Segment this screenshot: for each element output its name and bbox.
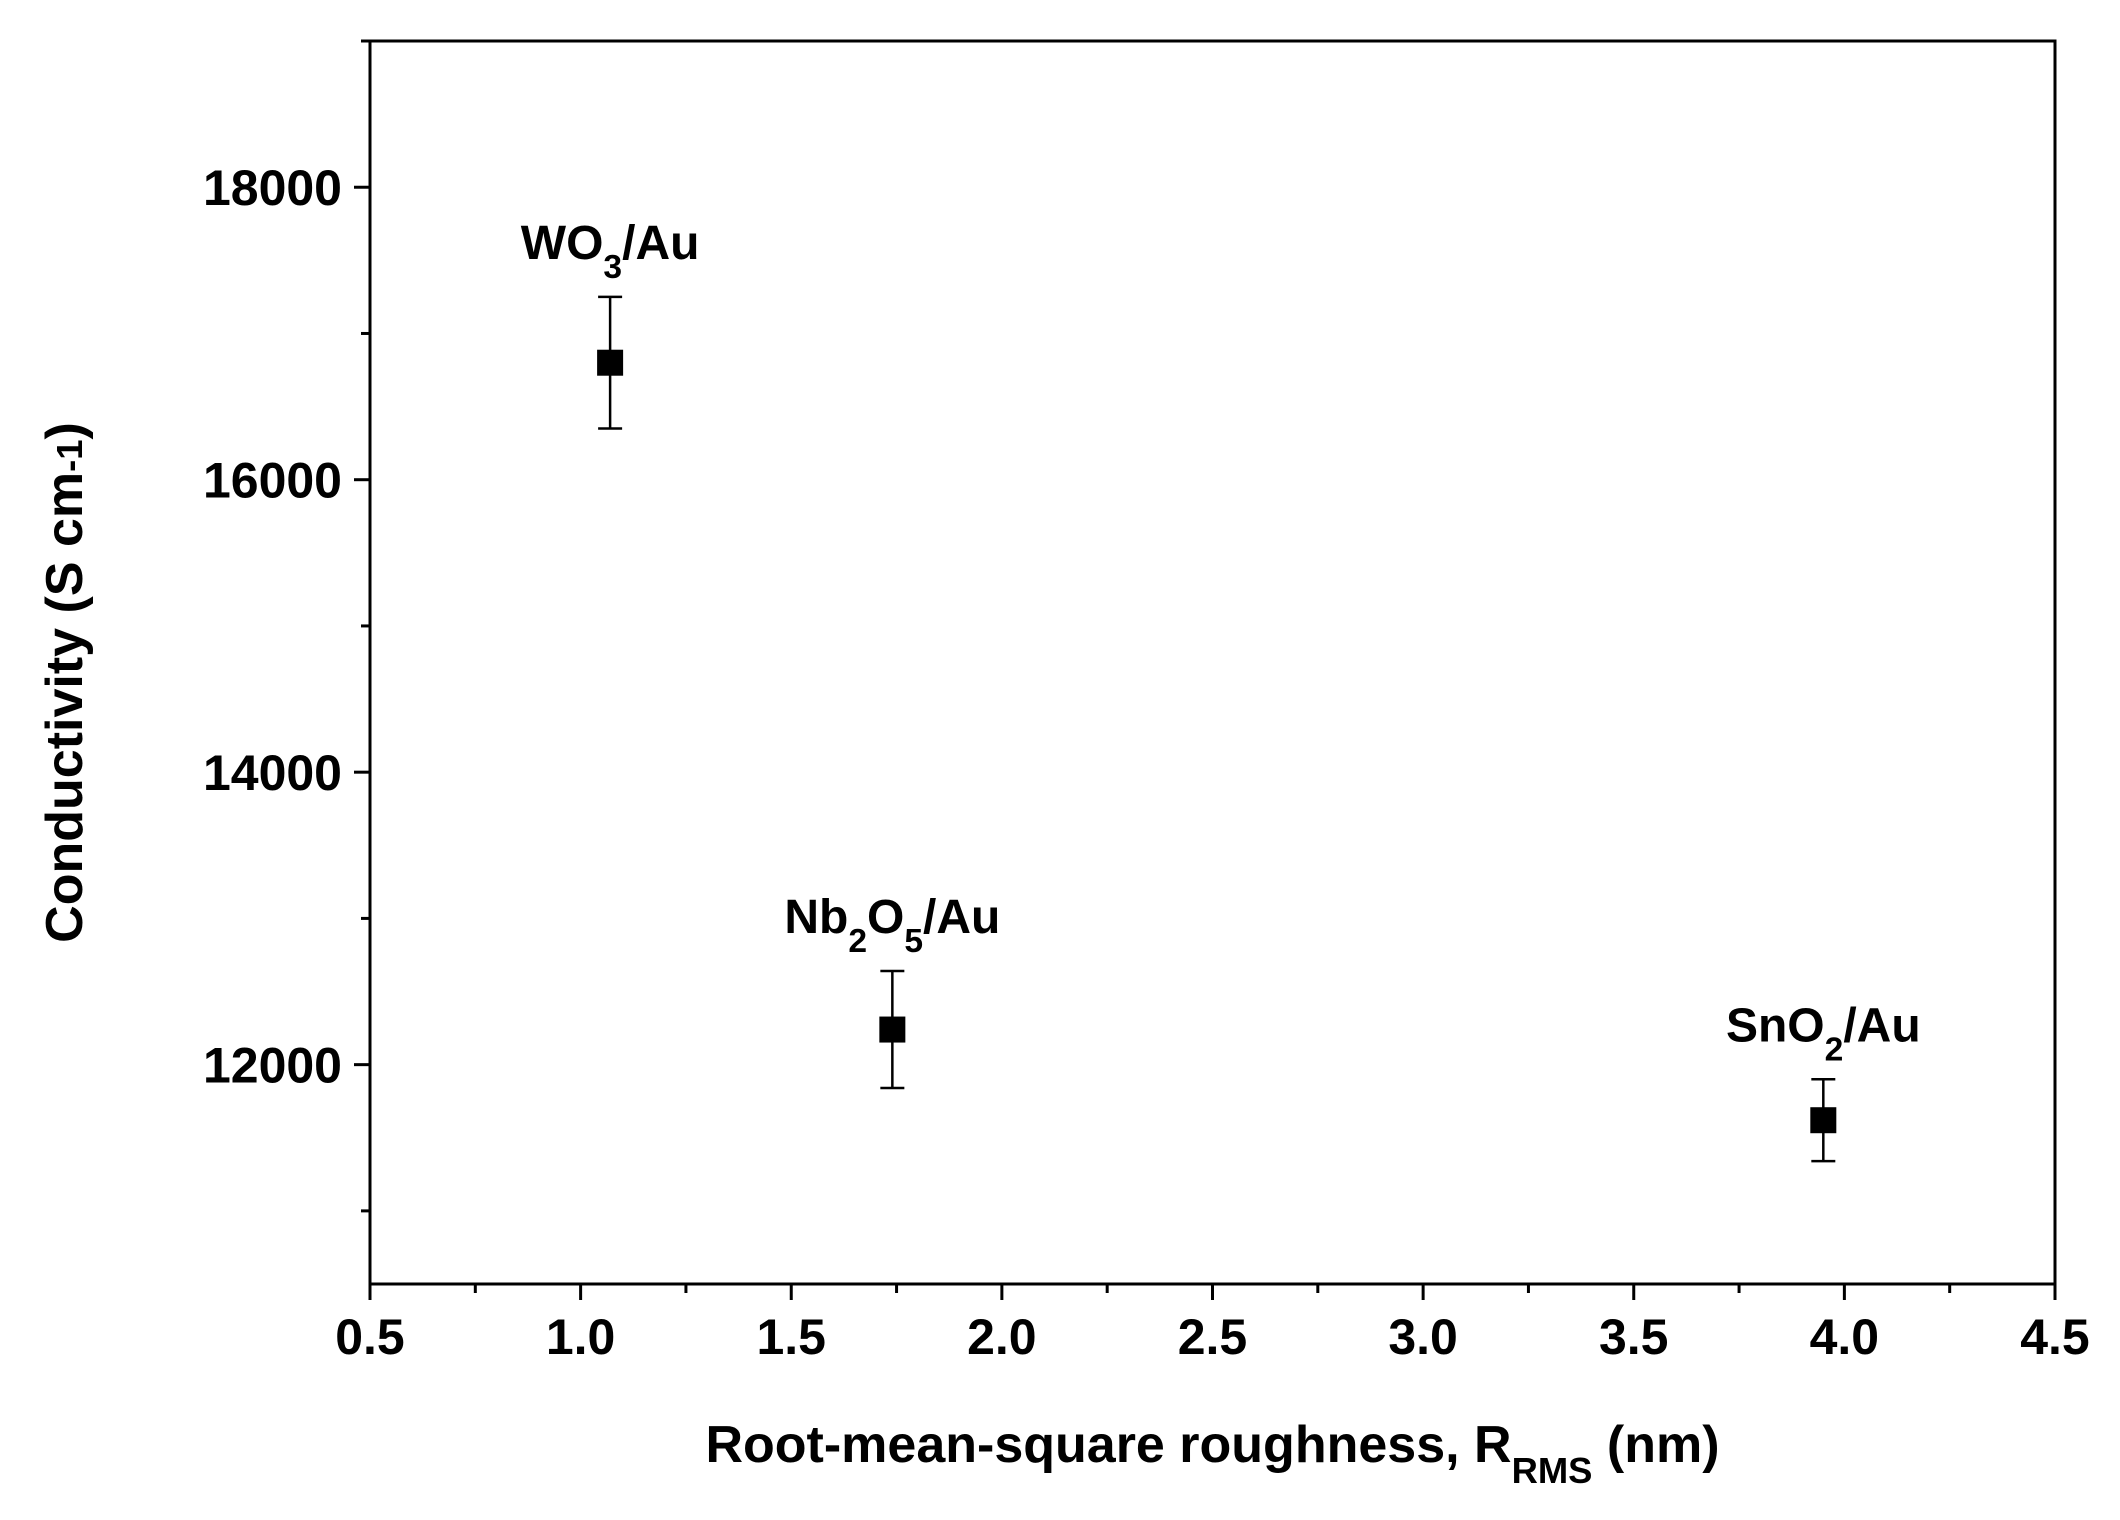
- x-tick-label: 3.0: [1388, 1309, 1458, 1365]
- text-part: SnO: [1726, 999, 1825, 1052]
- text-part: 2: [848, 923, 867, 960]
- text-part: Root-mean-square roughness, R: [705, 1416, 1511, 1474]
- annotation: Nb2O5/Au: [784, 891, 1000, 960]
- y-tick-label: 16000: [203, 453, 342, 509]
- x-axis-label: Root-mean-square roughness, RRMS (nm): [705, 1416, 1719, 1491]
- x-tick-label: 0.5: [335, 1309, 405, 1365]
- text-part: 2: [1825, 1031, 1844, 1068]
- x-tick-label: 1.5: [756, 1309, 826, 1365]
- text-part: 5: [904, 923, 923, 960]
- marker: [597, 349, 624, 376]
- marker: [1810, 1107, 1837, 1134]
- text-part: ): [36, 422, 94, 439]
- text-part: Nb: [784, 891, 848, 944]
- x-tick-label: 2.5: [1178, 1309, 1248, 1365]
- marker: [879, 1016, 906, 1043]
- x-tick-label: 4.5: [2020, 1309, 2090, 1365]
- text-part: /Au: [923, 891, 1000, 944]
- y-axis-label: Conductivity (S cm-1): [36, 422, 94, 943]
- text-part: O: [867, 891, 904, 944]
- x-tick-label: 1.0: [546, 1309, 616, 1365]
- x-tick-label: 2.0: [967, 1309, 1037, 1365]
- text-part: -1: [49, 440, 90, 472]
- annotation: WO3/Au: [521, 217, 700, 286]
- y-tick-label: 14000: [203, 745, 342, 801]
- text-part: WO: [521, 217, 604, 270]
- y-tick-label: 18000: [203, 160, 342, 216]
- annotation: SnO2/Au: [1726, 999, 1921, 1068]
- text-part: Conductivity (S cm: [36, 472, 94, 943]
- text-part: 3: [603, 248, 622, 285]
- text-part: /Au: [622, 217, 699, 270]
- x-tick-label: 3.5: [1599, 1309, 1669, 1365]
- x-tick-label: 4.0: [1810, 1309, 1880, 1365]
- text-part: RMS: [1512, 1450, 1593, 1491]
- text-part: /Au: [1843, 999, 1920, 1052]
- text-part: (nm): [1592, 1416, 1719, 1474]
- y-tick-label: 12000: [203, 1038, 342, 1094]
